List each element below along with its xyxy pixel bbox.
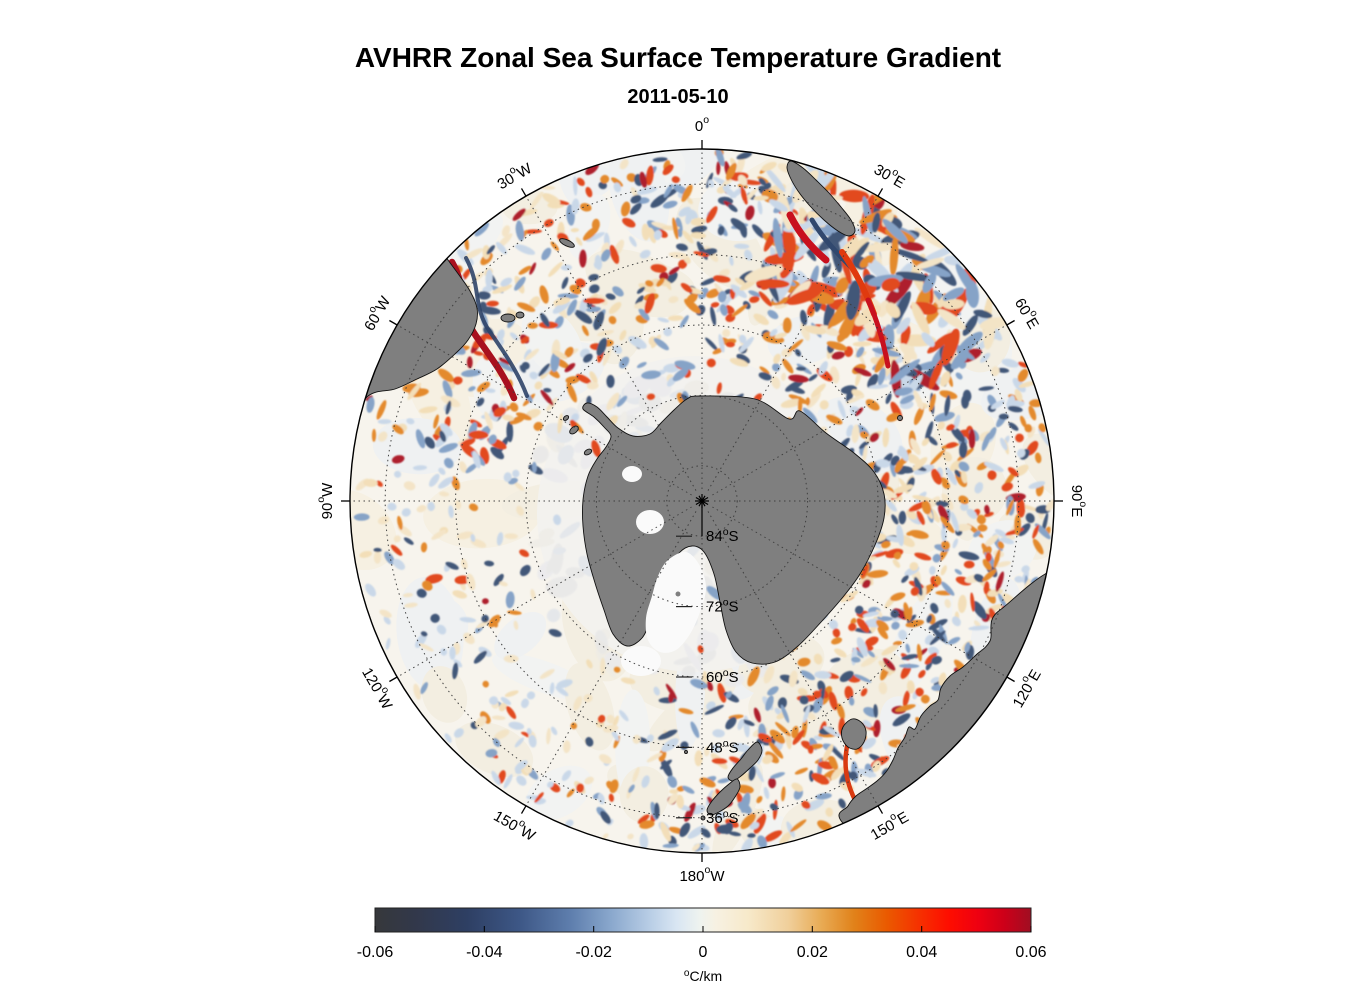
- colorbar-unit-label: oC/km: [684, 968, 722, 984]
- new-zealand-south: [706, 778, 741, 816]
- lon-label-180W: 180oW: [679, 864, 725, 885]
- lon-tick: [389, 319, 398, 326]
- island: [515, 311, 525, 319]
- lon-label-60W: 60oW: [358, 291, 395, 334]
- lat-label-48S: 48oS: [706, 737, 739, 756]
- lon-label-30W: 30oW: [493, 156, 536, 193]
- parallel-48S: [455, 254, 949, 748]
- agulhas-front: [786, 211, 830, 264]
- figure-title: AVHRR Zonal Sea Surface Temperature Grad…: [354, 42, 1002, 73]
- colorbar: -0.06 -0.04 -0.02 0 0.02 0.04 0.06 oC/km: [357, 907, 1047, 984]
- island: [562, 415, 570, 421]
- lon-label-60E: 60oE: [1011, 293, 1045, 331]
- africa: [786, 160, 856, 237]
- colorbar-tick-label: 0.06: [1015, 944, 1046, 961]
- lon-label-150E: 150oE: [866, 805, 912, 843]
- island: [897, 415, 903, 421]
- colorbar-tick-label: 0: [699, 944, 708, 961]
- lat-label-60S: 60oS: [706, 667, 739, 686]
- eac-extension-front: [843, 739, 858, 803]
- island: [675, 591, 681, 597]
- south-pole-marker: [695, 494, 709, 537]
- parallel-36S: [384, 183, 1020, 819]
- lon-tick: [520, 188, 527, 197]
- lon-tick: [389, 676, 398, 683]
- parallel-72S: [595, 394, 809, 608]
- graticule: [350, 149, 1054, 853]
- lat-label-36S: 36oS: [706, 808, 739, 827]
- lon-label-0: 0o: [695, 114, 709, 135]
- figure-date-subtitle: 2011-05-10: [627, 86, 729, 108]
- parallel-60S: [525, 324, 879, 678]
- lon-tick: [877, 805, 884, 814]
- island: [569, 425, 579, 435]
- lon-label-120E: 120oE: [1006, 665, 1044, 711]
- colorbar-tick-label: 0.02: [797, 944, 828, 961]
- longitude-labels: 0o30oE60oE90oE120oE150oE180oW150oW120oW9…: [315, 114, 1089, 885]
- ronne-ice-shelf: [622, 466, 642, 482]
- island: [559, 238, 575, 248]
- lon-tick: [877, 188, 884, 197]
- lon-tick: [1006, 319, 1015, 326]
- colorbar-tick-label: -0.06: [357, 944, 394, 961]
- lon-label-90W: 90oW: [315, 482, 336, 520]
- ross-ice-shelf: [645, 551, 706, 653]
- island: [500, 313, 516, 323]
- lon-tick: [520, 805, 527, 814]
- lat-label-72S: 72oS: [706, 597, 739, 616]
- colorbar-tick-label: -0.04: [466, 944, 503, 961]
- island: [684, 750, 688, 754]
- latitude-labels: 84oS 72oS 60oS 48oS 36oS: [676, 526, 739, 827]
- lat-label-84S: 84oS: [706, 526, 739, 545]
- colorbar-tick-label: -0.02: [575, 944, 612, 961]
- tasmania: [841, 718, 867, 750]
- island: [583, 448, 593, 456]
- lon-label-90E: 90oE: [1069, 485, 1090, 518]
- colorbar-tick-label: 0.04: [906, 944, 937, 961]
- lon-label-30E: 30oE: [871, 158, 909, 192]
- lon-tick: [1006, 676, 1015, 683]
- ice-shelves: [621, 466, 706, 676]
- map-interior: [350, 149, 1054, 853]
